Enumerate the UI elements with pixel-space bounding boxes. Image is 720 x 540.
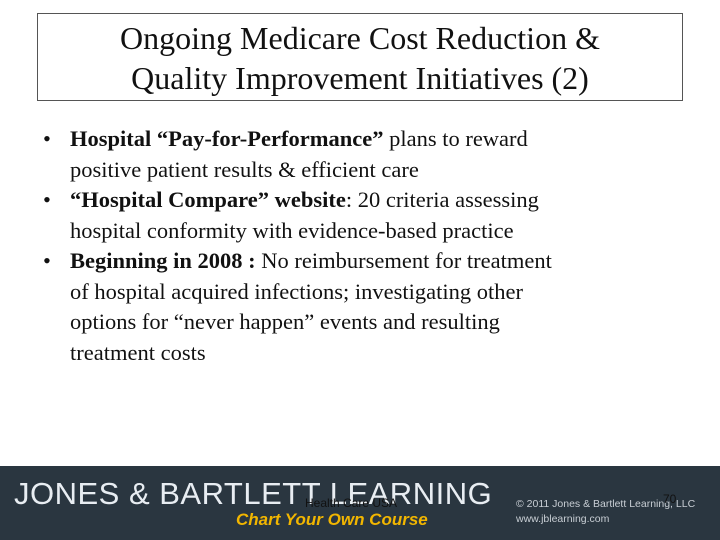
bullet-bold-text: Hospital “Pay-for-Performance”: [70, 126, 384, 151]
bullet-item-pay-for-performance: • Hospital “Pay-for-Performance” plans t…: [40, 124, 690, 185]
page-number: 70: [663, 492, 677, 506]
copyright-line: © 2011 Jones & Bartlett Learning, LLC: [516, 498, 696, 510]
bullet-text: plans to reward: [383, 126, 528, 151]
bullet-dot-icon: •: [43, 126, 51, 151]
bullet-text: hospital conformity with evidence-based …: [70, 217, 514, 243]
bullet-text: options for “never happen” events and re…: [70, 309, 500, 334]
bullet-dot-icon: •: [43, 248, 51, 273]
bullet-bold-text: Beginning in 2008 :: [70, 248, 256, 273]
publisher-tagline: Chart Your Own Course: [236, 510, 428, 529]
footer-banner: JONES & BARTLETT LEARNING Chart Your Own…: [0, 466, 720, 540]
slide-title: Ongoing Medicare Cost Reduction & Qualit…: [37, 13, 683, 101]
bullet-bold-text: “Hospital Compare” website: [70, 187, 346, 212]
bullet-text: No reimbursement for treatment: [255, 248, 552, 273]
bullet-item-beginning-2008: • Beginning in 2008 : No reimbursement f…: [40, 246, 690, 368]
publisher-logo: JONES & BARTLETT LEARNING: [14, 476, 493, 511]
bullet-list: • Hospital “Pay-for-Performance” plans t…: [40, 124, 690, 368]
bullet-text: : 20 criteria assessing: [345, 187, 539, 212]
footer-text: Health Care USA: [305, 496, 398, 510]
slide-title-line-2: Quality Improvement Initiatives (2): [131, 60, 589, 96]
bullet-item-hospital-compare: • “Hospital Compare” website: 20 criteri…: [40, 185, 690, 246]
copyright-notice: © 2011 Jones & Bartlett Learning, LLC ww…: [516, 497, 695, 527]
bullet-text: of hospital acquired infections; investi…: [70, 278, 524, 304]
publisher-url: www.jblearning.com: [516, 513, 610, 525]
slide-title-line-1: Ongoing Medicare Cost Reduction &: [120, 20, 600, 56]
bullet-dot-icon: •: [43, 187, 51, 212]
bullet-text: positive patient results & efficient car…: [70, 156, 419, 182]
bullet-text: treatment costs: [70, 339, 206, 365]
